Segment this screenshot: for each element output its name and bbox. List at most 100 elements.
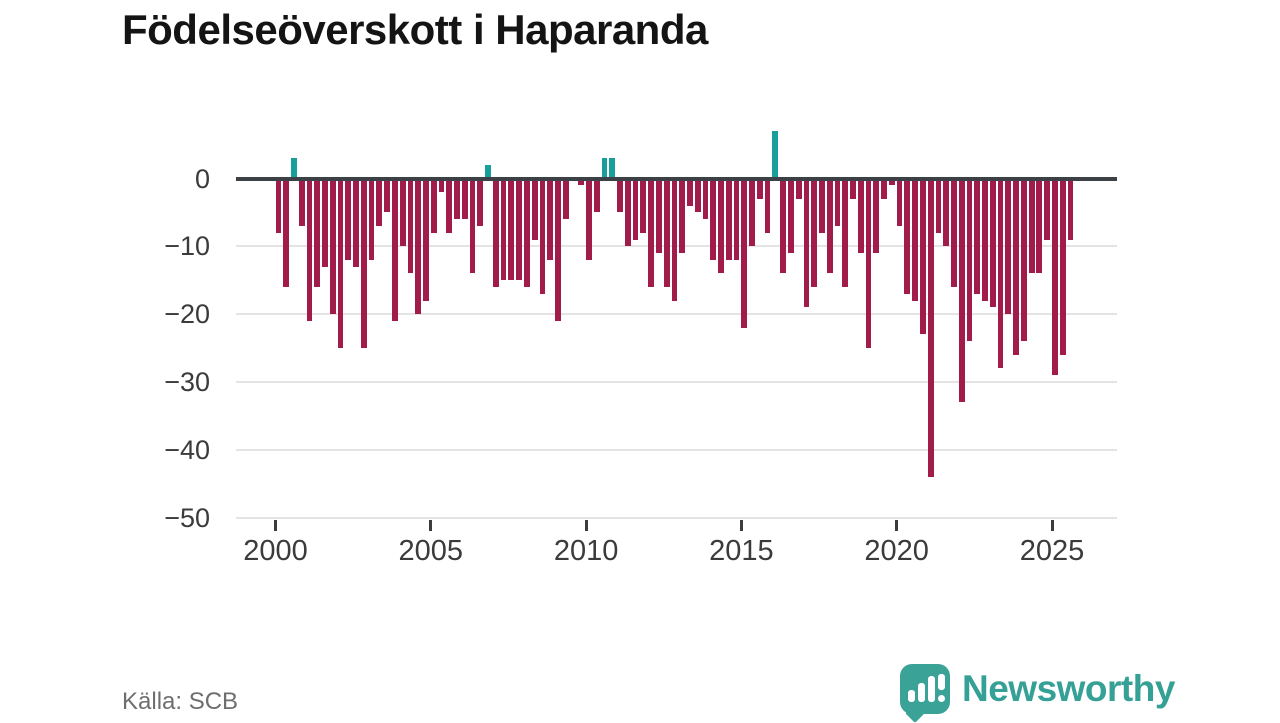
bar-2010-Q2 [593, 178, 600, 213]
bar-2015-Q4 [764, 178, 771, 233]
bar-2012-Q2 [655, 178, 662, 254]
bar-2003-Q1 [368, 178, 375, 260]
bar-2007-Q2 [500, 178, 507, 281]
bar-2021-Q2 [935, 178, 942, 233]
bar-2002-Q4 [360, 178, 367, 348]
bar-2020-Q2 [904, 178, 911, 294]
x-axis-tick-2000 [274, 519, 277, 531]
x-axis-tick-2025 [1050, 519, 1054, 531]
zero-baseline [236, 176, 1117, 181]
bar-2009-Q4 [578, 178, 585, 186]
bar-2018-Q4 [857, 178, 864, 254]
bar-2016-Q2 [780, 178, 787, 274]
bar-2006-Q1 [461, 178, 468, 220]
bar-2003-Q2 [376, 178, 383, 226]
bar-2009-Q1 [555, 178, 561, 321]
bar-2010-Q1 [586, 178, 592, 260]
x-axis-tick-2010 [584, 519, 588, 531]
bar-2024-Q3 [1036, 178, 1043, 274]
bar-2013-Q1 [679, 178, 686, 254]
bar-2013-Q4 [702, 178, 709, 220]
bar-2007-Q4 [516, 178, 522, 281]
bar-2021-Q1 [927, 178, 934, 477]
bar-2017-Q2 [811, 178, 818, 287]
bar-2022-Q2 [966, 178, 973, 342]
bar-2017-Q3 [819, 178, 825, 233]
gridline--50 [236, 516, 1117, 519]
bar-2006-Q2 [469, 178, 476, 274]
newsworthy-speech-bubble-chart-icon [900, 664, 950, 723]
gridline--40 [236, 448, 1117, 451]
bar-2025-Q1 [1052, 178, 1058, 376]
bar-2000-Q4 [298, 178, 305, 226]
bar-2015-Q2 [749, 178, 755, 247]
bar-2011-Q2 [624, 178, 631, 247]
bar-2008-Q2 [531, 178, 538, 240]
y-axis-label--30: −30 [164, 366, 210, 397]
bar-2014-Q3 [725, 178, 732, 260]
bar-2025-Q2 [1059, 178, 1066, 355]
bar-2020-Q4 [919, 178, 926, 335]
brand-name: Newsworthy [962, 668, 1175, 709]
x-axis-label-2020: 2020 [864, 534, 929, 567]
bar-2015-Q1 [741, 178, 748, 328]
gridline--20 [236, 313, 1117, 316]
bar-2008-Q1 [523, 178, 530, 287]
x-axis-label-2025: 2025 [1019, 534, 1085, 567]
x-axis-label-2005: 2005 [398, 534, 464, 567]
bar-2024-Q1 [1020, 178, 1027, 342]
bar-2013-Q2 [687, 178, 693, 206]
bar-2018-Q1 [834, 178, 841, 226]
bar-2007-Q1 [492, 178, 499, 287]
bar-2023-Q4 [1013, 178, 1019, 355]
newsworthy-logo: Newsworthy [900, 664, 1175, 723]
bar-2008-Q3 [539, 178, 546, 294]
bar-2016-Q4 [795, 178, 802, 199]
bar-2004-Q4 [423, 178, 429, 301]
bar-2017-Q4 [826, 178, 833, 274]
bar-2009-Q2 [562, 178, 569, 220]
bar-2024-Q2 [1028, 178, 1035, 274]
bar-2018-Q3 [850, 178, 856, 199]
logo-bar-medium [918, 683, 925, 702]
bar-2007-Q3 [508, 178, 515, 281]
y-axis-label--40: −40 [164, 434, 210, 465]
x-axis-label-2015: 2015 [709, 534, 774, 567]
bar-2008-Q4 [547, 178, 554, 260]
bar-2020-Q1 [896, 178, 903, 226]
logo-bar-large [928, 676, 935, 702]
bar-2005-Q2 [438, 178, 445, 193]
bar-2000-Q3 [291, 158, 297, 179]
bar-2006-Q3 [477, 178, 484, 226]
bar-2022-Q3 [974, 178, 981, 294]
y-axis-label--20: −20 [164, 299, 210, 330]
bar-2012-Q1 [648, 178, 655, 287]
bar-2019-Q4 [888, 178, 895, 186]
bar-2002-Q2 [345, 178, 352, 260]
x-axis-label-2010: 2010 [553, 534, 619, 567]
x-axis-tick-2005 [429, 519, 433, 531]
x-axis-label-2000: 2000 [243, 534, 308, 567]
source-note: Källa: SCB [122, 688, 239, 715]
bar-2004-Q1 [399, 178, 406, 247]
bar-2023-Q2 [997, 178, 1004, 369]
bar-2002-Q3 [353, 178, 359, 267]
bar-2016-Q1 [772, 131, 779, 179]
bar-2010-Q4 [609, 158, 616, 179]
bar-2012-Q4 [671, 178, 678, 301]
bar-2001-Q2 [314, 178, 321, 287]
chart-title: Födelseöverskott i Haparanda [122, 6, 708, 53]
bar-2022-Q4 [982, 178, 988, 301]
y-axis-label--50: −50 [164, 502, 210, 533]
bar-2001-Q4 [329, 178, 336, 315]
y-axis-label--10: −10 [164, 231, 210, 262]
logo-exclamation-dot [938, 695, 945, 702]
bar-2001-Q3 [322, 178, 328, 267]
bar-2011-Q1 [617, 178, 623, 213]
bar-2019-Q2 [873, 178, 880, 254]
bar-2019-Q1 [865, 178, 872, 348]
bar-2004-Q2 [407, 178, 414, 274]
bar-2004-Q3 [415, 178, 422, 315]
bar-2001-Q1 [306, 178, 313, 321]
bar-2005-Q1 [430, 178, 437, 233]
